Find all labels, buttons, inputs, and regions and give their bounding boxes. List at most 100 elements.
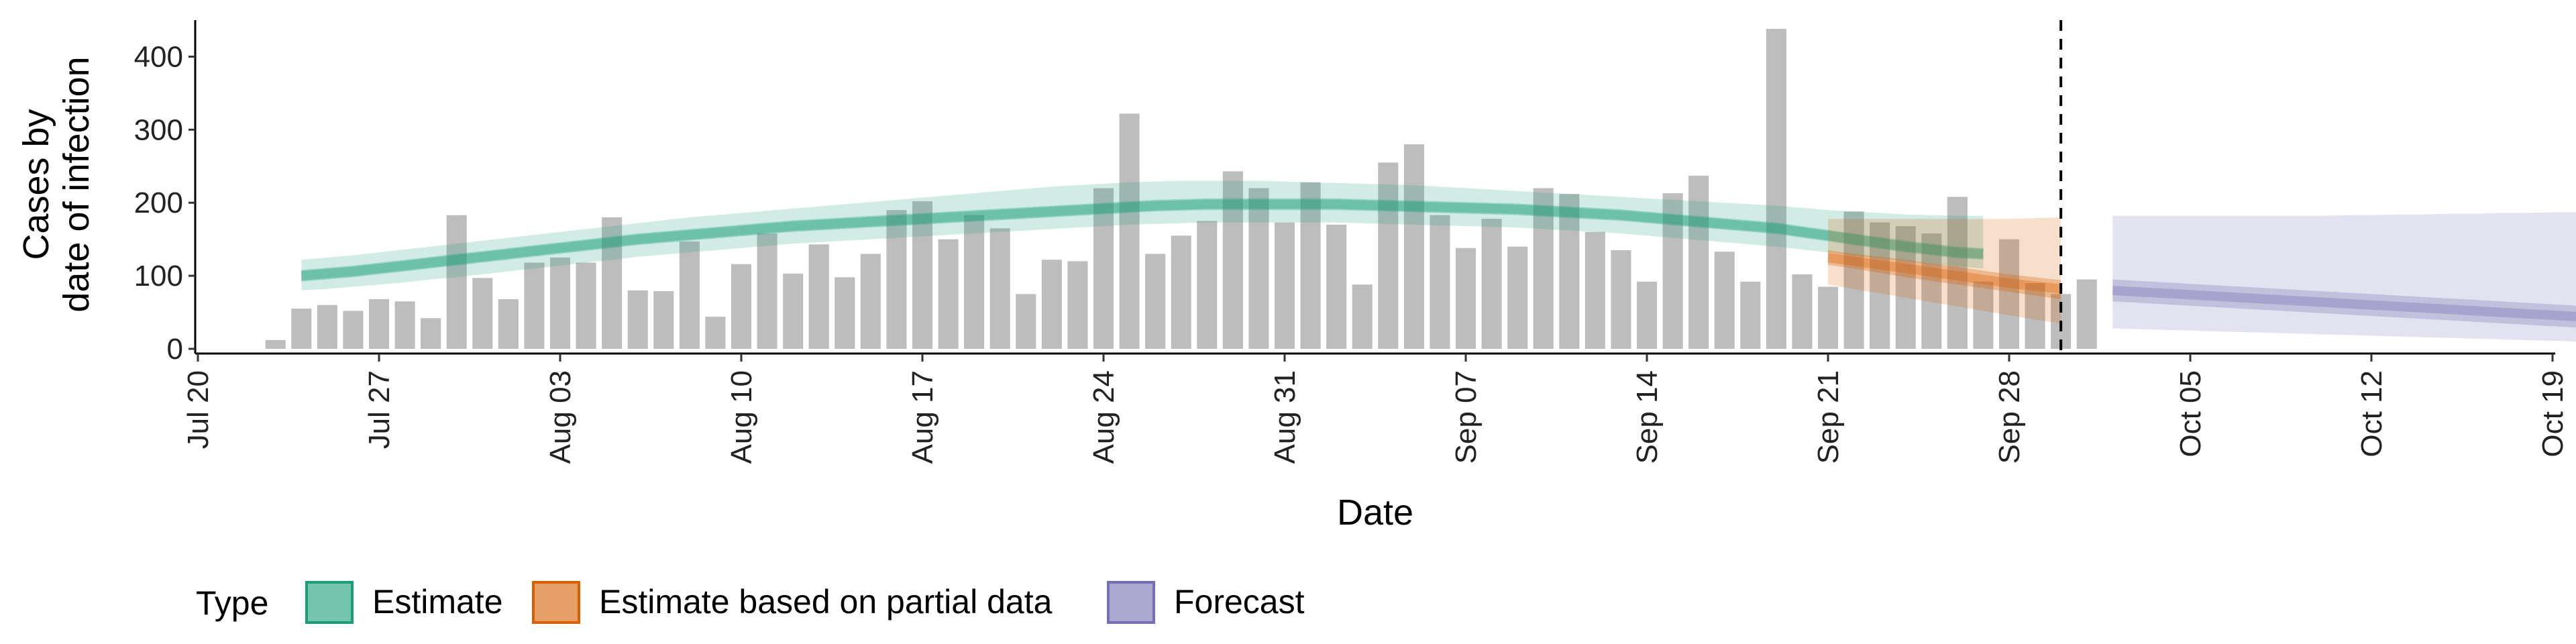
x-tick-label: Sep 21: [1812, 370, 1845, 464]
estimate-bands: [301, 180, 2576, 341]
case-bar: [1067, 261, 1088, 349]
case-bar: [1585, 231, 1605, 349]
case-bar: [1533, 188, 1554, 349]
x-tick-label: Aug 17: [906, 370, 939, 464]
y-axis-title-line-1: Cases by: [16, 109, 56, 260]
case-bar: [343, 311, 364, 349]
case-bar: [989, 228, 1010, 349]
case-bar: [964, 215, 985, 349]
x-tick-label: Jul 27: [363, 370, 396, 449]
case-bar: [317, 305, 337, 349]
case-bar: [627, 290, 648, 349]
x-tick-label: Aug 24: [1087, 370, 1120, 464]
forecast-outer-band: [2112, 212, 2576, 341]
case-bar: [653, 290, 674, 349]
case-bar: [1481, 219, 1502, 349]
estimate-based-on-partial-data-outer-band: [1828, 217, 2061, 323]
x-tick-label: Aug 31: [1269, 370, 1301, 464]
case-bar: [860, 254, 881, 349]
case-bar: [576, 262, 596, 349]
y-tick-label: 200: [134, 186, 183, 219]
case-bar: [1714, 252, 1735, 349]
case-bar: [1171, 235, 1191, 349]
case-bar: [1792, 274, 1813, 349]
case-bar: [1430, 215, 1450, 349]
case-bar: [1119, 113, 1140, 349]
case-bar: [912, 201, 933, 349]
case-bar: [1740, 281, 1761, 349]
case-bar: [1378, 162, 1399, 350]
x-tick-label: Jul 20: [182, 370, 215, 449]
case-bar: [394, 301, 415, 349]
x-tick-label: Oct 19: [2536, 370, 2569, 458]
y-tick-label: 0: [167, 333, 183, 366]
case-bar: [1403, 144, 1424, 349]
case-bar: [938, 239, 959, 349]
case-bars: [265, 29, 2097, 350]
case-bar: [446, 215, 467, 349]
legend: Type Estimate Estimate based on partial d…: [196, 581, 1305, 624]
case-bar: [2076, 279, 2097, 349]
case-bar: [1766, 29, 1786, 350]
case-bar: [1947, 197, 1968, 349]
case-bar: [1352, 284, 1373, 349]
case-bar: [1197, 221, 1218, 349]
estimate-median-line: [301, 199, 1984, 281]
case-bar: [1611, 250, 1631, 349]
case-bar: [1248, 188, 1269, 349]
y-tick-label: 300: [134, 113, 183, 146]
case-bar: [421, 318, 441, 349]
case-bar: [1921, 233, 1942, 349]
case-bar: [705, 317, 726, 349]
legend-label-estimate-based-on-partial-data: Estimate based on partial data: [599, 583, 1053, 621]
x-tick-label: Aug 10: [725, 370, 758, 464]
case-bar: [549, 257, 571, 349]
case-bar: [1895, 226, 1916, 349]
estimate-inner-band: [301, 198, 1984, 282]
y-tick-label: 100: [134, 260, 183, 292]
case-bar: [783, 273, 804, 349]
case-bar: [1843, 211, 1864, 349]
case-bar: [886, 210, 907, 349]
case-bar: [731, 264, 752, 349]
case-bar: [1093, 188, 1114, 349]
case-bar: [1636, 281, 1658, 349]
case-bar: [1817, 286, 1839, 349]
case-bar: [1688, 175, 1709, 349]
y-axis-title-line-2: date of infection: [56, 56, 97, 312]
case-bar: [1455, 248, 1477, 349]
legend-key-estimate-based-on-partial-data: [532, 581, 580, 624]
case-bar: [1041, 260, 1062, 349]
case-bar: [1274, 222, 1295, 349]
legend-label-estimate: Estimate: [372, 583, 503, 621]
case-bar: [265, 339, 286, 349]
legend-key-forecast: [1107, 581, 1155, 624]
estimate-based-on-partial-data-inner-band: [1828, 250, 2061, 299]
x-axis-title: Date: [1337, 492, 1413, 533]
case-bar: [757, 233, 777, 349]
y-axis-ticks: 0 100 200 300 400: [134, 40, 195, 366]
case-bar: [1222, 171, 1243, 349]
case-bar: [1016, 294, 1036, 349]
legend-label-forecast: Forecast: [1174, 583, 1305, 621]
case-bar: [602, 217, 623, 349]
case-bar: [1998, 239, 2020, 349]
legend-title: Type: [196, 584, 268, 622]
case-bar: [2025, 283, 2045, 349]
estimate-outer-band: [301, 180, 1984, 290]
x-tick-label: Sep 07: [1450, 370, 1483, 464]
case-bar: [1145, 254, 1166, 349]
x-tick-label: Sep 14: [1631, 370, 1664, 464]
x-axis-ticks: Jul 20 Jul 27 Aug 03 Aug 10 Aug 17 Aug 24 Aug …: [182, 354, 2569, 464]
case-bar: [835, 277, 855, 349]
x-tick-label: Aug 03: [544, 370, 577, 464]
case-bar: [498, 299, 519, 349]
case-bar: [1300, 182, 1321, 349]
x-tick-label: Oct 05: [2174, 370, 2207, 458]
forecast-median-line: [2112, 285, 2576, 321]
y-tick-label: 400: [134, 40, 183, 73]
case-bar: [808, 244, 829, 349]
x-tick-label: Oct 12: [2355, 370, 2388, 458]
case-bar: [679, 241, 700, 349]
